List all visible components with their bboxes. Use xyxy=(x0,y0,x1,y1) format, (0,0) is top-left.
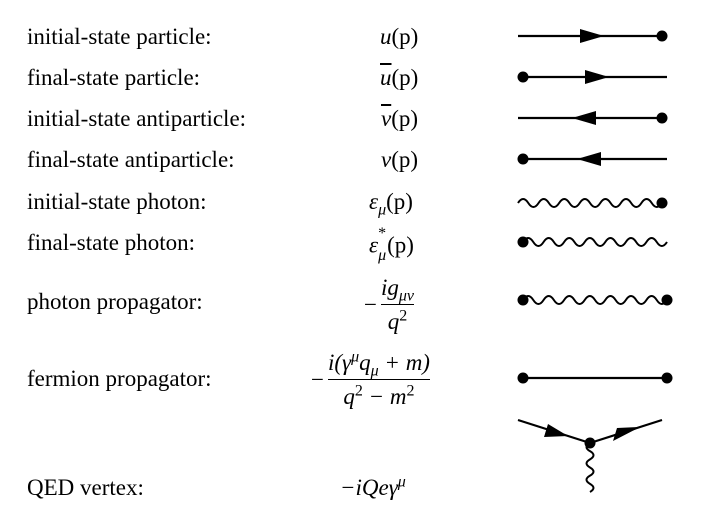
formula-fermion-propagator: − i(γμqμ + m) q2 − m2 xyxy=(311,349,430,411)
formula-epsilon-star: ε * μ (p) xyxy=(369,226,414,264)
formula-vbar-symbol: v xyxy=(381,106,392,131)
fermion-propagator-denominator: q2 − m2 xyxy=(343,383,414,411)
diagram-initial-state-particle xyxy=(518,29,668,43)
formula-photon-propagator: − igμν q2 xyxy=(364,274,415,336)
label-qed-vertex: QED vertex: xyxy=(27,475,144,500)
fermion-propagator-num-c: + m) xyxy=(378,350,430,375)
fermion-propagator-num-sub: μ xyxy=(370,362,379,380)
photon-propagator-num-text: ig xyxy=(380,275,399,300)
formula-vbar-arg: (p) xyxy=(391,106,419,131)
formula-u-arg: (p) xyxy=(391,24,419,49)
photon-propagator-fraction-bar xyxy=(380,303,415,305)
formula-epsilon: εμ(p) xyxy=(369,189,413,218)
diagram-qed-vertex xyxy=(517,418,663,493)
photon-propagator-den-text: q xyxy=(387,308,400,334)
diagram-final-state-antiparticle xyxy=(517,152,667,166)
formula-ubar: u(p) xyxy=(380,66,418,89)
label-final-state-antiparticle: final-state antiparticle: xyxy=(27,147,235,172)
formula-qed-vertex-text: −iQeγ xyxy=(340,475,398,500)
diagram-initial-state-antiparticle xyxy=(518,111,668,125)
formula-epsilon-star-sub: μ xyxy=(378,247,387,264)
formula-ubar-symbol: u xyxy=(380,65,392,90)
formula-vbar: v(p) xyxy=(381,107,418,130)
formula-epsilon-star-arg: (p) xyxy=(387,232,414,258)
label-final-state-particle: final-state particle: xyxy=(27,65,201,90)
diagram-fermion-propagator xyxy=(517,372,673,384)
diagram-final-state-photon xyxy=(517,236,668,248)
formula-epsilon-arg: (p) xyxy=(386,189,413,214)
diagram-final-state-particle xyxy=(517,70,667,84)
fermion-propagator-den-b: − m xyxy=(362,383,407,409)
fermion-propagator-den-a: q xyxy=(343,383,355,409)
fermion-propagator-numerator: i(γμqμ + m) xyxy=(327,348,430,380)
photon-propagator-num-sub: μν xyxy=(398,287,415,305)
fermion-propagator-num-a: i(γ xyxy=(327,350,352,375)
formula-epsilon-star-sup: * xyxy=(378,225,387,242)
formula-epsilon-star-symbol: ε xyxy=(369,232,379,258)
label-final-state-photon: final-state photon: xyxy=(27,230,195,255)
photon-propagator-minus: − xyxy=(364,291,377,317)
formula-epsilon-sub: μ xyxy=(378,201,387,219)
photon-propagator-den-sup: 2 xyxy=(399,307,408,325)
photon-propagator-numerator: igμν xyxy=(380,274,415,305)
diagram-initial-state-photon xyxy=(517,197,668,209)
label-photon-propagator: photon propagator: xyxy=(27,289,203,314)
formula-qed-vertex: −iQeγμ xyxy=(340,473,406,500)
formula-u: u(p) xyxy=(380,25,418,48)
label-fermion-propagator: fermion propagator: xyxy=(27,366,212,391)
fermion-propagator-fraction-bar xyxy=(327,378,430,380)
photon-propagator-denominator: q2 xyxy=(388,308,408,336)
fermion-propagator-minus: − xyxy=(311,366,324,392)
formula-v-symbol: v xyxy=(381,147,392,172)
formula-qed-vertex-sup: μ xyxy=(397,473,406,491)
fermion-propagator-den-sup-b: 2 xyxy=(406,382,415,400)
label-initial-state-particle: initial-state particle: xyxy=(27,24,212,49)
formula-v-arg: (p) xyxy=(391,147,419,172)
formula-ubar-arg: (p) xyxy=(391,65,419,90)
diagram-photon-propagator xyxy=(517,294,673,306)
label-initial-state-antiparticle: initial-state antiparticle: xyxy=(27,106,247,131)
fermion-propagator-num-b: q xyxy=(359,350,371,375)
fermion-propagator-num-sup: μ xyxy=(351,348,360,366)
fermion-propagator-den-sup-a: 2 xyxy=(354,382,363,400)
formula-v: v(p) xyxy=(381,148,418,171)
label-initial-state-photon: initial-state photon: xyxy=(27,189,207,214)
formula-u-symbol: u xyxy=(380,24,392,49)
formula-epsilon-symbol: ε xyxy=(369,189,379,214)
